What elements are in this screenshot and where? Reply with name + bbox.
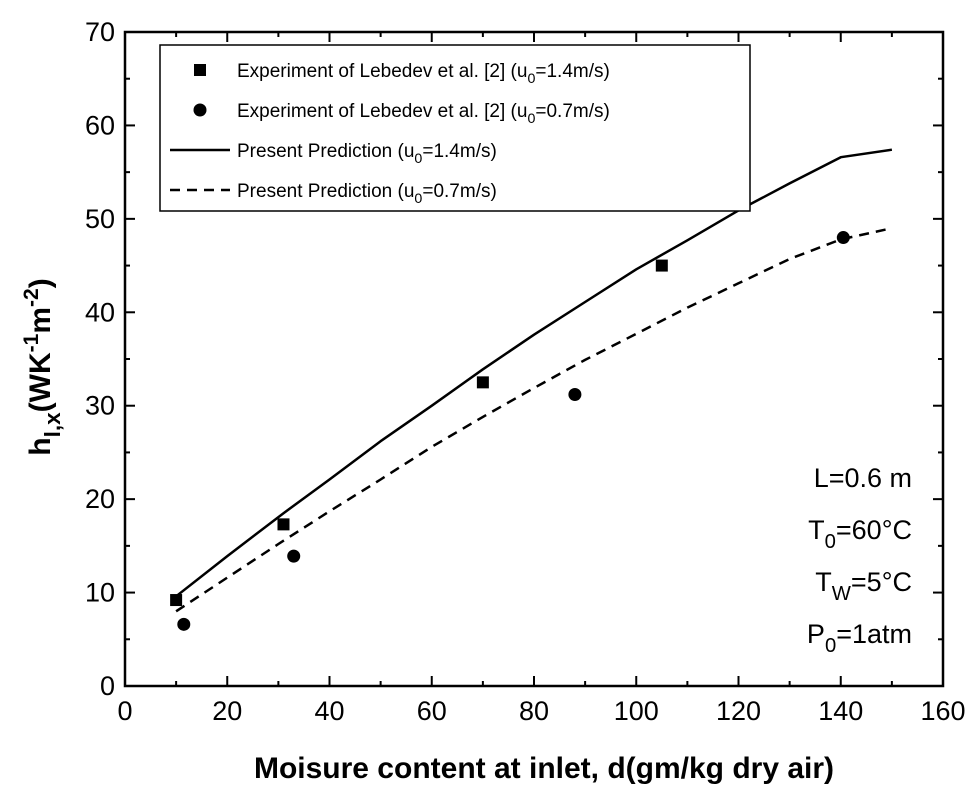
circle-marker	[177, 617, 191, 631]
annotation-1-main: T	[808, 515, 825, 545]
x-tick-label: 100	[614, 696, 659, 726]
circle-marker	[568, 388, 582, 402]
square-marker	[277, 518, 290, 531]
y-tick-label: 60	[85, 110, 115, 140]
legend-entry-2-tail: =1.4m/s)	[422, 141, 496, 162]
x-tick-label: 120	[716, 696, 761, 726]
annotations: L=0.6 mT0=60°CTW=5°CP0=1atm	[807, 463, 912, 657]
circle-marker	[836, 231, 850, 245]
x-tick-label: 40	[314, 696, 344, 726]
y-tick-label: 50	[85, 204, 115, 234]
legend-entry-1-main: Experiment of Lebedev et al. [2] (u	[237, 101, 527, 122]
legend: Experiment of Lebedev et al. [2] (u0=1.4…	[159, 44, 751, 212]
plot-marks	[170, 148, 893, 631]
y-tick-label: 10	[85, 578, 115, 608]
ylabel-sup-2: -2	[20, 288, 43, 307]
legend-entry-0-tail: =1.4m/s)	[535, 61, 609, 82]
x-tick-label: 160	[920, 696, 965, 726]
ylabel-sub: l,x	[40, 412, 65, 438]
x-tick-label: 80	[519, 696, 549, 726]
annotation-3-sub: 0	[825, 635, 836, 657]
legend-entry-2-sub: 0	[414, 151, 422, 167]
ylabel-units-2: m	[24, 307, 57, 334]
annotation-2-tail: =5°C	[851, 567, 912, 597]
ylabel-base: h	[24, 437, 57, 455]
annotation-3: P0=1atm	[807, 619, 912, 657]
series-line-2	[175, 148, 893, 598]
annotation-1-tail: =60°C	[836, 515, 912, 545]
legend-entry-0-sub: 0	[527, 71, 535, 87]
legend-entry-3-main: Present Prediction (u	[237, 181, 414, 202]
legend-entry-1-tail: =0.7m/s)	[535, 101, 609, 122]
axis-ticks: 0 20 40 60 80 100 120 140 160 0 10 20 30 40 50 60 70	[85, 17, 966, 726]
y-tick-label: 70	[85, 17, 115, 47]
x-tick-label: 60	[417, 696, 447, 726]
series-line-3	[175, 226, 893, 613]
ylabel-sup-1: -1	[20, 333, 43, 352]
annotation-2: TW=5°C	[815, 567, 912, 605]
annotation-0: L=0.6 m	[814, 463, 912, 493]
y-tick-label: 20	[85, 484, 115, 514]
legend-entry-1-sub: 0	[527, 111, 535, 127]
x-tick-label: 20	[212, 696, 242, 726]
x-tick-label: 140	[818, 696, 863, 726]
ylabel-units-3: )	[24, 278, 57, 288]
y-tick-label: 30	[85, 391, 115, 421]
y-tick-label: 40	[85, 297, 115, 327]
legend-entry-1: Experiment of Lebedev et al. [2] (u0=0.7…	[237, 101, 610, 127]
legend-entry-3-sub: 0	[414, 191, 422, 207]
square-marker	[476, 376, 489, 389]
ylabel-units-1: (WK	[24, 352, 57, 412]
x-axis-label: Moisure content at inlet, d(gm/kg dry ai…	[254, 752, 834, 785]
legend-entry-0: Experiment of Lebedev et al. [2] (u0=1.4…	[237, 61, 610, 87]
legend-entry-0-main: Experiment of Lebedev et al. [2] (u	[237, 61, 527, 82]
x-tick-label: 0	[117, 696, 132, 726]
y-tick-label: 0	[100, 671, 115, 701]
annotation-1-sub: 0	[825, 531, 836, 553]
legend-square-marker	[194, 64, 206, 76]
circle-marker	[287, 549, 301, 563]
annotation-3-main: P	[807, 619, 825, 649]
annotation-0-main: L=0.6 m	[814, 463, 912, 493]
annotation-3-tail: =1atm	[836, 619, 912, 649]
square-marker	[655, 259, 668, 272]
annotation-2-main: T	[815, 567, 832, 597]
legend-entry-3-tail: =0.7m/s)	[422, 181, 496, 202]
square-marker	[170, 594, 183, 607]
legend-circle-marker	[193, 103, 207, 117]
annotation-1: T0=60°C	[808, 515, 912, 553]
legend-entry-3: Present Prediction (u0=0.7m/s)	[237, 181, 497, 207]
y-axis-label: hl,x(WK-1m-2)	[20, 278, 65, 455]
annotation-2-sub: W	[832, 583, 852, 605]
legend-entry-2-main: Present Prediction (u	[237, 141, 414, 162]
legend-entry-2: Present Prediction (u0=1.4m/s)	[237, 141, 497, 167]
legend-box	[159, 44, 751, 212]
